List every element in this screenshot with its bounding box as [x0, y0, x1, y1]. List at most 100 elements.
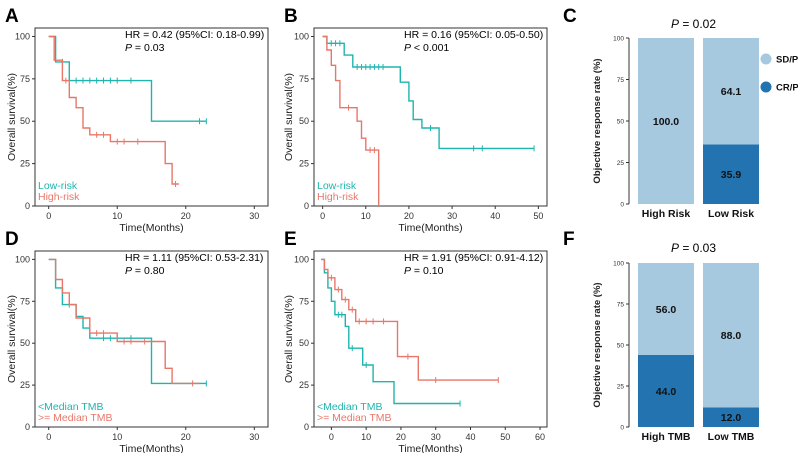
p-symbol: P: [404, 42, 411, 54]
x-tick-label: 20: [181, 432, 191, 442]
y-tick-label: 50: [617, 343, 625, 350]
category-label: High Risk: [642, 208, 691, 220]
panel-label: B: [284, 6, 298, 27]
y-tick-label: 50: [617, 119, 625, 126]
panel-c: C P = 0.02 0 25 50 75 100 Objective response ra…: [563, 6, 798, 220]
y-axis-label: Overall survival(%): [283, 73, 295, 161]
bar-value-label: 64.1: [721, 86, 742, 98]
p-value: = 0.10: [411, 265, 444, 277]
y-tick-label: 0: [304, 422, 309, 432]
p-symbol: P: [125, 42, 132, 54]
x-tick-label: 10: [112, 432, 122, 442]
y-tick-label: 0: [25, 201, 30, 211]
bar-value-label: 12.0: [721, 412, 742, 424]
y-tick-label: 75: [20, 74, 30, 84]
panel-label: C: [563, 6, 577, 27]
chart-title: P = 0.03: [671, 241, 716, 255]
y-axis-label: Overall survival(%): [6, 295, 18, 383]
y-axis-label: Objective response rate (%): [592, 282, 603, 407]
survival-curve-high: [48, 258, 200, 385]
legend-entry: High-risk: [38, 191, 80, 203]
category-label: High TMB: [642, 431, 691, 443]
hazard-ratio-text: HR = 1.11 (95%CI: 0.53-2.31): [125, 252, 263, 264]
x-tick-label: 10: [361, 432, 371, 442]
x-tick-label: 30: [249, 432, 259, 442]
y-tick-label: 25: [299, 380, 309, 390]
y-tick-label: 50: [299, 338, 309, 348]
x-tick-label: 10: [112, 211, 122, 221]
bar-segment-sd-pd: [703, 38, 759, 145]
x-tick-label: 50: [533, 211, 543, 221]
hazard-ratio-text: HR = 1.91 (95%CI: 0.91-4.12): [404, 252, 543, 264]
p-symbol: P: [404, 265, 411, 277]
survival-curve-high: [322, 35, 380, 206]
legend-entry: <Median TMB: [317, 401, 382, 413]
x-tick-label: 60: [535, 432, 545, 442]
p-value: = 0.03: [679, 241, 716, 255]
x-tick-label: 20: [181, 211, 191, 221]
bar-segment-cr-pr: [638, 354, 694, 427]
x-axis-label: Time(Months): [398, 443, 462, 453]
legend-entry: Low-risk: [38, 180, 78, 192]
hazard-ratio-text: HR = 0.42 (95%CI: 0.18-0.99): [125, 29, 264, 41]
bar-segment-cr-pr: [703, 407, 759, 427]
panel-label: E: [284, 229, 297, 250]
y-tick-label: 100: [613, 36, 624, 43]
y-tick-label: 100: [294, 254, 309, 264]
x-tick-label: 30: [249, 211, 259, 221]
survival-curve-low: [321, 258, 461, 405]
y-tick-label: 25: [299, 159, 309, 169]
bar-value-label: 88.0: [721, 330, 742, 342]
panel-label: F: [563, 229, 575, 250]
x-tick-label: 30: [431, 432, 441, 442]
p-value-text: P = 0.10: [404, 265, 444, 277]
y-tick-label: 100: [15, 31, 30, 41]
plot-frame: [34, 250, 269, 428]
y-tick-label: 25: [617, 384, 625, 391]
x-tick-label: 0: [46, 432, 51, 442]
bar-segment-cr-pr: [703, 144, 759, 204]
bar-value-label: 100.0: [653, 116, 679, 128]
x-tick-label: 0: [46, 211, 51, 221]
y-tick-label: 75: [299, 296, 309, 306]
category-label: Low Risk: [708, 208, 754, 220]
panel-label: A: [5, 6, 19, 27]
bar-segment-sd-pd: [638, 263, 694, 355]
p-symbol: P: [671, 17, 679, 31]
legend-entry: >= Median TMB: [317, 412, 392, 424]
survival-curve-high: [321, 258, 499, 381]
panel-a: A 0 10 20 30 0 25 50 75 100 Time(Months) Overall su…: [5, 6, 269, 234]
y-tick-label: 75: [617, 302, 625, 309]
plot-frame: [313, 27, 548, 207]
x-tick-label: 10: [361, 211, 371, 221]
legend-swatch: [760, 81, 772, 93]
p-value: = 0.03: [132, 42, 165, 54]
legend-label: CR/PR: [776, 83, 798, 94]
y-tick-label: 50: [20, 338, 30, 348]
y-tick-label: 75: [20, 296, 30, 306]
x-axis-label: Time(Months): [119, 443, 183, 453]
survival-curve-low: [48, 258, 207, 385]
y-tick-label: 25: [617, 160, 625, 167]
p-value-text: P = 0.80: [125, 265, 165, 277]
y-tick-label: 0: [620, 425, 624, 432]
y-tick-label: 50: [20, 116, 30, 126]
survival-curve-high: [48, 35, 179, 185]
y-tick-label: 100: [613, 261, 624, 268]
y-tick-label: 75: [299, 74, 309, 84]
legend-entry: >= Median TMB: [38, 412, 113, 424]
panel-b: B 0 10 20 30 40 50 0 25 50 75 100 Time(Months) Overal…: [283, 6, 548, 234]
y-tick-label: 100: [294, 31, 309, 41]
p-value: = 0.02: [679, 17, 716, 31]
bar-value-label: 56.0: [656, 304, 677, 316]
p-value-text: P < 0.001: [404, 42, 449, 54]
x-tick-label: 40: [490, 211, 500, 221]
hazard-ratio-text: HR = 0.16 (95%CI: 0.05-0.50): [404, 29, 543, 41]
x-tick-label: 20: [396, 432, 406, 442]
x-tick-label: 0: [320, 211, 325, 221]
y-tick-label: 75: [617, 77, 625, 84]
plot-frame: [313, 250, 548, 428]
x-tick-label: 0: [329, 432, 334, 442]
bar-segment-sd-pd: [703, 263, 759, 408]
